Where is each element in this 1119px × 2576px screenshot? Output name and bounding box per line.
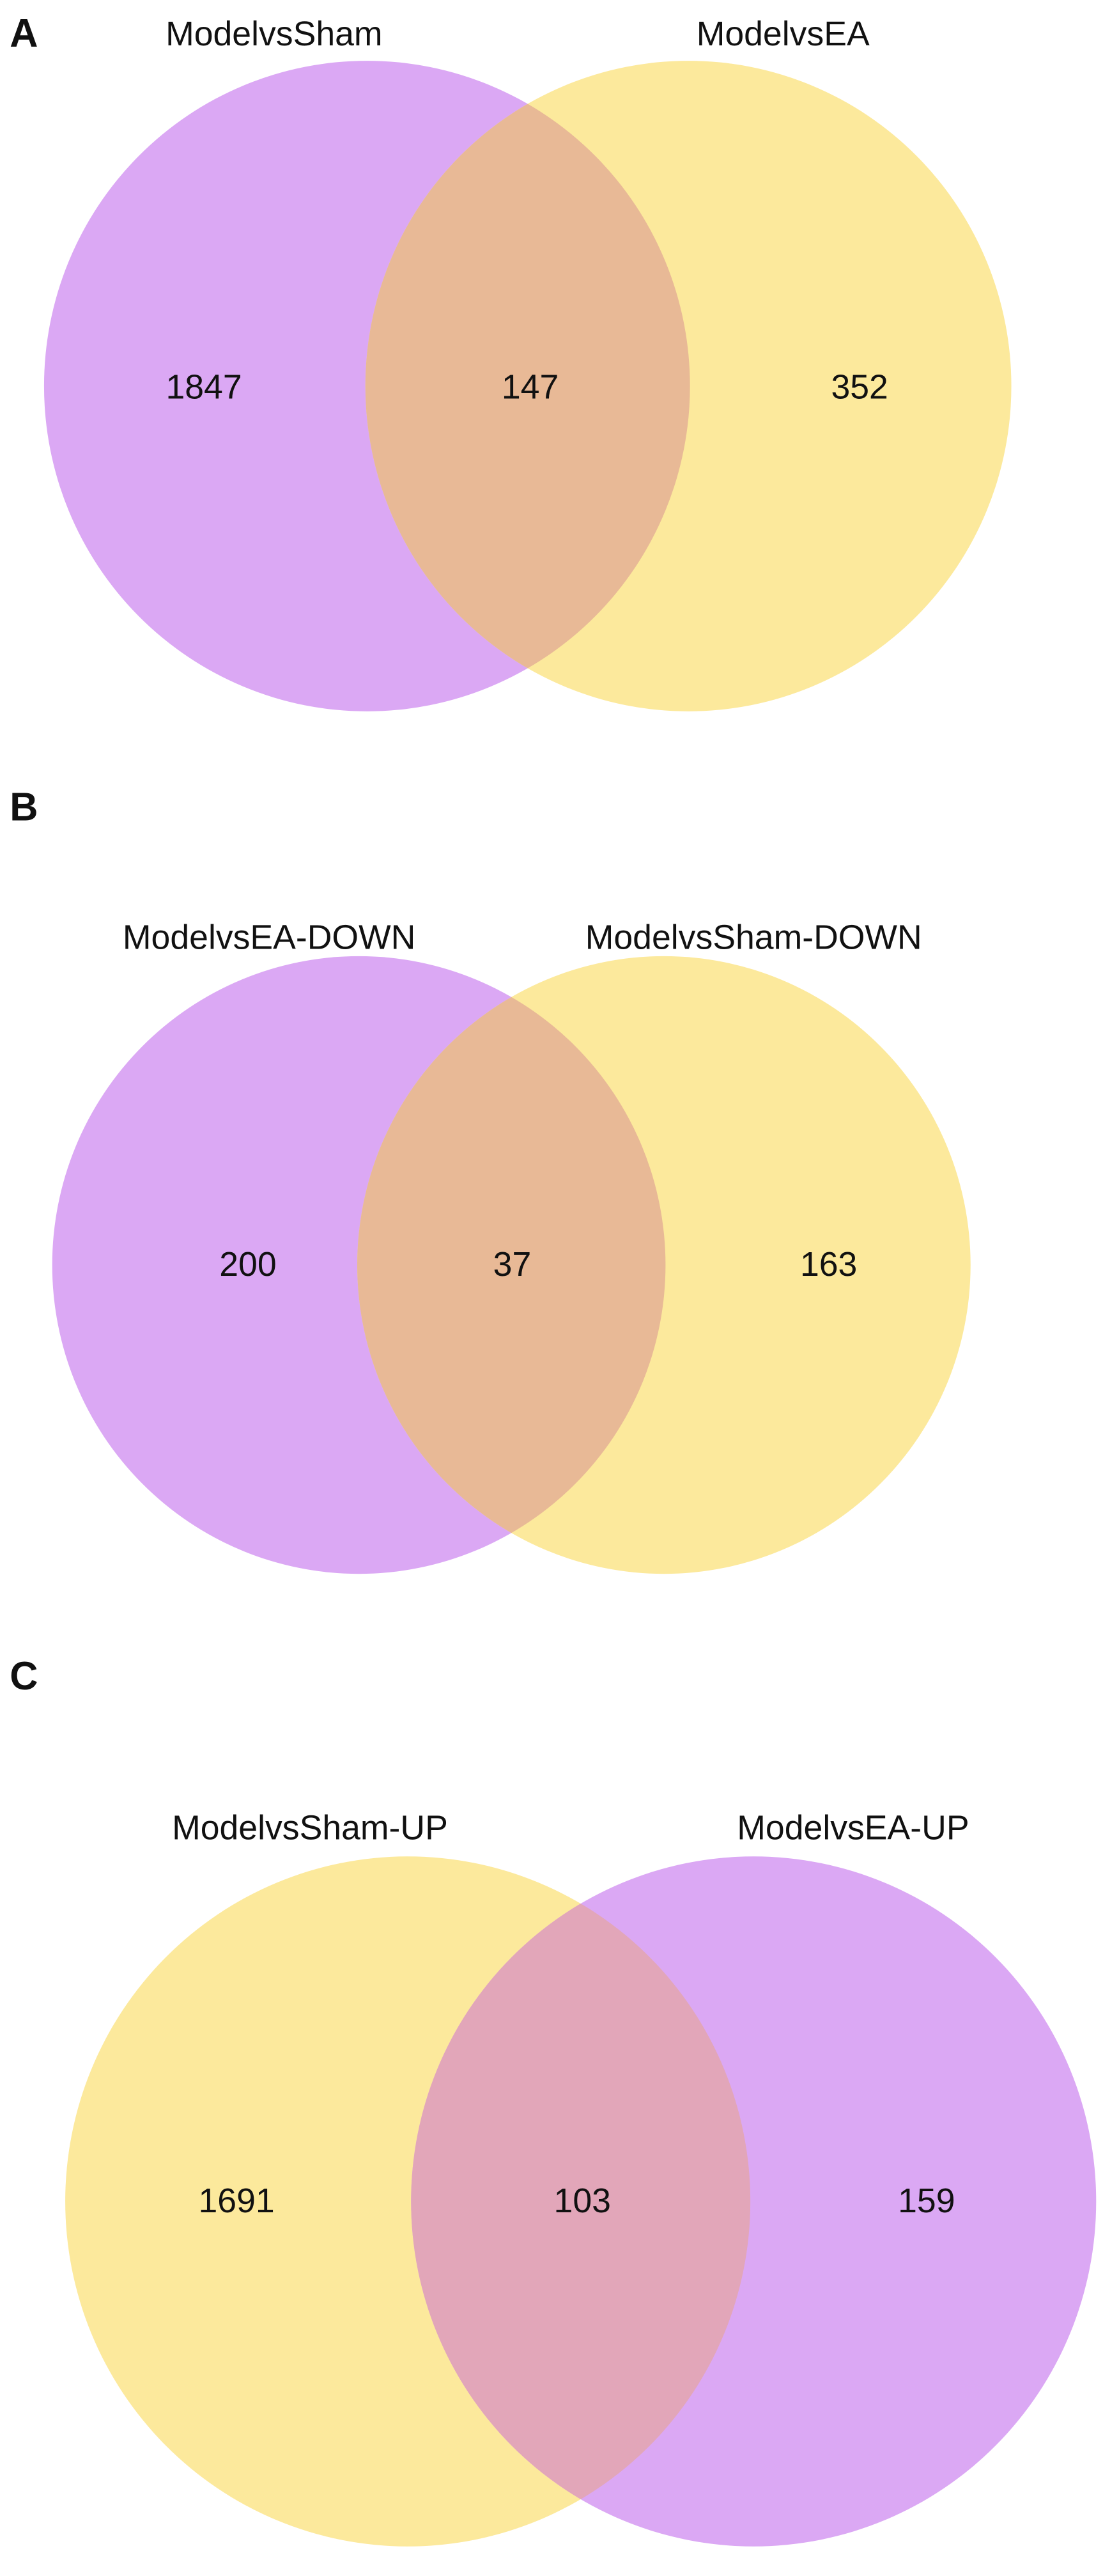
region-count: 1847 xyxy=(166,368,242,406)
region-count: 352 xyxy=(831,368,888,406)
venn-panel: B ModelvsEA-DOWN ModelvsSham-DOWN 200 37 163 xyxy=(10,785,971,1574)
set-label: ModelvsSham xyxy=(166,15,382,53)
set-label: ModelvsSham-DOWN xyxy=(585,918,922,956)
region-count: 159 xyxy=(898,2182,955,2220)
overlap-region xyxy=(357,956,666,1574)
venn-panel: C ModelvsSham-UP ModelvsEA-UP 1691 103 159 xyxy=(10,1654,1097,2547)
panel-label: A xyxy=(10,12,38,56)
region-count: 1691 xyxy=(199,2182,275,2220)
set-label: ModelvsEA-DOWN xyxy=(123,918,415,956)
region-count: 163 xyxy=(800,1245,857,1284)
region-count: 200 xyxy=(219,1245,276,1284)
set-label: ModelvsEA xyxy=(697,15,870,53)
panel-label: B xyxy=(10,785,38,829)
set-label: ModelvsSham-UP xyxy=(172,1808,448,1847)
panel-label: C xyxy=(10,1654,38,1698)
region-count: 147 xyxy=(502,368,559,406)
venn-panel: A ModelvsSham ModelvsEA 1847 147 352 xyxy=(10,12,1012,711)
overlap-region xyxy=(365,61,690,711)
overlap-region xyxy=(411,1856,751,2547)
region-count: 103 xyxy=(554,2182,611,2220)
region-count: 37 xyxy=(493,1245,532,1284)
set-label: ModelvsEA-UP xyxy=(737,1808,969,1847)
